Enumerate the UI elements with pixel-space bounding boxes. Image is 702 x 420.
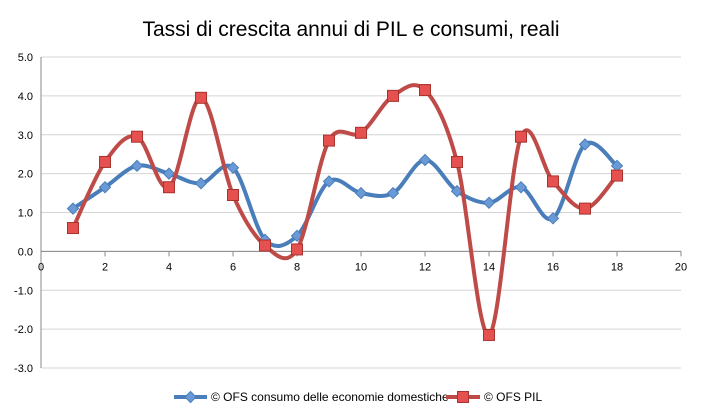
x-tick-label: 8 — [294, 261, 300, 273]
data-point — [483, 328, 495, 341]
data-point — [579, 202, 591, 215]
data-point — [322, 175, 336, 188]
data-point — [451, 155, 463, 168]
legend-label: © OFS consumo delle economie domestiche — [211, 390, 449, 404]
legend-label: © OFS PIL — [484, 390, 543, 404]
x-tick-label: 2 — [102, 261, 108, 273]
y-tick-label: 3.0 — [18, 130, 33, 142]
data-point — [98, 181, 112, 194]
series-2 — [67, 83, 623, 341]
legend-item-1: © OFS consumo delle economie domestiche — [174, 390, 449, 404]
y-tick-label: 2.0 — [18, 169, 33, 181]
data-point — [611, 169, 623, 182]
y-tick-label: -1.0 — [14, 285, 33, 297]
x-tick-label: 20 — [675, 261, 687, 273]
data-point — [323, 134, 335, 147]
x-tick-label: 16 — [547, 261, 559, 273]
data-point — [163, 181, 175, 194]
data-point — [194, 177, 208, 190]
data-point — [66, 202, 80, 215]
data-point — [227, 189, 239, 202]
x-tick-label: 6 — [230, 261, 236, 273]
series-line — [71, 140, 619, 249]
legend-marker — [457, 391, 469, 403]
data-point — [99, 155, 111, 168]
data-point — [387, 89, 399, 102]
legend-marker — [184, 390, 197, 404]
legend-item-2: © OFS PIL — [446, 390, 543, 404]
x-tick-label: 10 — [355, 261, 367, 273]
y-tick-label: 4.0 — [18, 91, 33, 103]
data-point — [578, 138, 592, 151]
data-point — [515, 130, 527, 143]
data-point — [291, 243, 303, 256]
x-tick-label: 0 — [38, 261, 44, 273]
data-point — [482, 196, 496, 209]
series-layer — [66, 83, 624, 341]
data-point — [130, 159, 144, 173]
x-tick-label: 14 — [483, 261, 495, 273]
y-tick-label: -3.0 — [14, 363, 33, 375]
y-tick-label: 5.0 — [18, 52, 33, 64]
data-point — [546, 212, 560, 225]
series-line — [71, 83, 619, 337]
axes: 5.0 4.0 3.0 2.0 1.0 0.0 -1.0 -2.0 -3.0 0 2 4 6 8 10 12 1… — [14, 52, 687, 375]
data-point — [354, 186, 368, 200]
x-tick-label: 4 — [166, 261, 172, 273]
data-point — [418, 153, 432, 167]
data-point — [131, 130, 143, 143]
data-point — [386, 186, 400, 200]
x-tick-label: 12 — [419, 261, 431, 273]
data-point — [355, 126, 367, 139]
legend: © OFS consumo delle economie domestiche ©… — [174, 390, 543, 404]
y-tick-label: -2.0 — [14, 324, 33, 336]
x-tick-label: 18 — [611, 261, 623, 273]
data-point — [162, 167, 176, 180]
y-tick-label: 0.0 — [18, 246, 33, 258]
data-point — [67, 222, 79, 235]
data-point — [547, 175, 559, 188]
y-tick-label: 1.0 — [18, 208, 33, 220]
data-point — [419, 84, 431, 97]
data-point — [514, 181, 528, 194]
data-point — [226, 161, 240, 175]
data-point — [259, 239, 271, 252]
chart-title: Tassi di crescita annui di PIL e consumi… — [142, 18, 559, 41]
data-point — [195, 91, 207, 104]
